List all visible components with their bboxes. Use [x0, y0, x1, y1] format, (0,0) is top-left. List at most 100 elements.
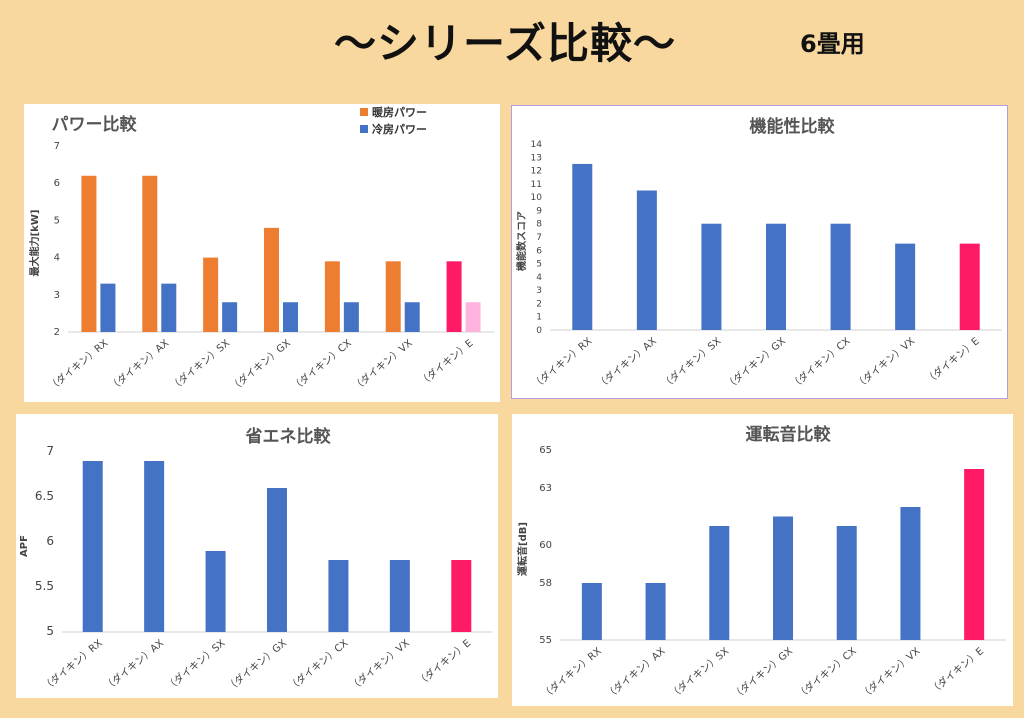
y-tick-label: 6 [54, 178, 60, 189]
bar [82, 461, 103, 632]
page-subtitle: 6畳用 [800, 30, 865, 58]
bar [709, 526, 730, 640]
x-tick-label: （ダイキン）E [923, 334, 982, 386]
x-tick-label: （ダイキン）CX [286, 636, 351, 693]
power-chart-panel: パワー比較 2 3 4 5 6 7 最大能力[kW] （ダイキン）RX （ダイキン）AX （ダイキン… [24, 104, 500, 402]
bar-cooling [222, 302, 238, 332]
bar [389, 560, 410, 632]
chart-title: 運転音比較 [746, 424, 832, 445]
bar [900, 507, 921, 640]
chart-svg: パワー比較234567最大能力[kW]（ダイキン）RX（ダイキン）AX（ダイキン… [28, 105, 494, 394]
x-tick-label: （ダイキン）CX [289, 336, 354, 393]
chart-svg: 省エネ比較 5 5.5 6 6.5 7 APF （ダイキン）RX（ダイキン）AX（ダイキン）S… [19, 426, 492, 694]
y-tick-label: 11 [531, 180, 542, 190]
bar [328, 560, 349, 632]
x-tick-label: （ダイキン）SX [168, 336, 232, 393]
bar [636, 190, 657, 330]
x-tick-label: （ダイキン）RX [530, 334, 595, 391]
bar-heating [142, 175, 158, 332]
bar-heating [324, 261, 340, 332]
y-axis-label: APF [19, 535, 30, 557]
noise-chart-panel: 運転音比較 55 58 60 63 65 運転音[dB] （ダイキン）RX （ダイキン）AX （ダ… [512, 414, 1013, 706]
x-tick-label: （ダイキン）AX [603, 644, 668, 701]
y-tick-label: 7 [54, 141, 60, 152]
y-tick-label: 63 [539, 483, 552, 494]
function-chart-panel: 機能性比較 0 1 2 3 4 5 6 7 8 9 10 11 12 13 14 機能数スコア （ダイキン）RX （… [512, 106, 1007, 398]
x-tick-label: （ダイキン）AX [101, 636, 166, 693]
bar [964, 469, 985, 640]
x-tick-label: （ダイキン）VX [347, 636, 412, 693]
y-tick-label: 13 [531, 153, 542, 163]
chart-title: パワー比較 [52, 114, 138, 135]
bar [701, 223, 722, 330]
legend-swatch [360, 108, 368, 116]
y-tick-label: 6.5 [35, 489, 54, 503]
y-tick-label: 5.5 [35, 579, 54, 593]
bar-heating [81, 175, 97, 332]
x-tick-label: （ダイキン）CX [794, 644, 859, 701]
energy-chart-panel: 省エネ比較 5 5.5 6 6.5 7 APF （ダイキン）RX （ダイキン）AX （ダイキン）S… [16, 414, 498, 698]
y-tick-label: 2 [54, 327, 60, 338]
y-axis-label: 機能数スコア [515, 211, 528, 271]
bar [205, 551, 226, 632]
x-tick-label: （ダイキン）GX [228, 336, 293, 394]
bar [572, 163, 593, 330]
y-tick-label: 6 [46, 534, 54, 548]
chart-title: 省エネ比較 [245, 426, 332, 447]
y-tick-label: 1 [536, 313, 542, 323]
y-tick-label: 65 [539, 445, 552, 456]
y-tick-label: 5 [46, 624, 54, 638]
bar [766, 223, 786, 330]
bar-cooling [465, 302, 481, 332]
bar-cooling [404, 302, 420, 332]
chart-title: 機能性比較 [750, 116, 836, 137]
x-tick-label: （ダイキン）CX [788, 334, 853, 391]
page-title: 〜シリーズ比較〜 [334, 19, 676, 68]
x-tick-label: （ダイキン）VX [858, 644, 923, 701]
bar-heating [446, 261, 462, 332]
x-tick-label: （ダイキン）VX [350, 336, 415, 393]
bar-heating [264, 227, 279, 332]
x-tick-label: （ダイキン）SX [667, 644, 731, 701]
x-tick-label: （ダイキン）VX [852, 334, 917, 391]
legend-label: 冷房パワー [372, 122, 427, 136]
x-tick-label: （ダイキン）GX [730, 644, 795, 702]
bar [645, 583, 666, 640]
bar [836, 526, 857, 640]
bar [144, 461, 165, 632]
x-tick-label: （ダイキン）E [417, 336, 476, 388]
y-tick-label: 9 [536, 206, 542, 216]
y-tick-label: 3 [536, 286, 542, 296]
y-tick-label: 4 [536, 273, 542, 283]
x-tick-label: （ダイキン）E [927, 644, 986, 696]
bar-cooling [343, 302, 359, 332]
bar-cooling [100, 283, 116, 332]
x-tick-label: （ダイキン）GX [224, 636, 289, 694]
y-tick-label: 60 [539, 540, 552, 551]
bar-heating [385, 261, 401, 332]
y-tick-label: 55 [539, 635, 552, 646]
y-tick-label: 8 [536, 220, 542, 230]
x-tick-label: （ダイキン）AX [107, 336, 172, 393]
x-tick-label: （ダイキン）AX [594, 334, 659, 391]
x-tick-label: （ダイキン）RX [40, 636, 105, 693]
x-tick-label: （ダイキン）RX [46, 336, 111, 393]
bar-cooling [283, 302, 298, 332]
y-tick-label: 12 [531, 167, 542, 177]
bar [773, 516, 793, 640]
bar [895, 243, 916, 330]
y-tick-label: 7 [536, 233, 542, 243]
y-tick-label: 5 [54, 215, 60, 226]
bar [267, 488, 287, 632]
legend-label: 暖房パワー [372, 105, 427, 119]
bar [959, 243, 980, 330]
bar-cooling [161, 283, 177, 332]
bar [581, 583, 602, 640]
bar [830, 223, 851, 330]
legend-swatch [360, 125, 368, 133]
y-tick-label: 10 [531, 193, 543, 203]
x-tick-label: （ダイキン）SX [659, 334, 723, 391]
x-tick-label: （ダイキン）RX [539, 644, 604, 701]
bar-heating [203, 257, 219, 332]
